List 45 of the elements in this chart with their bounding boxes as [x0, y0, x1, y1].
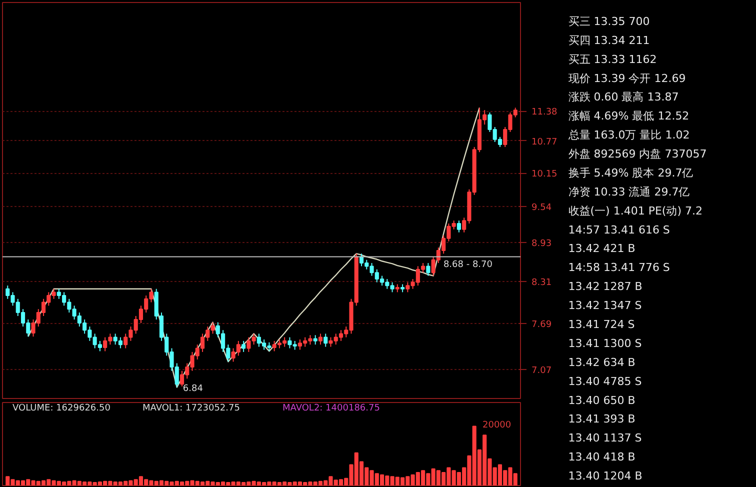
text: 13.40 1137 S — [568, 432, 642, 445]
y-tick-label: 9.54 — [532, 203, 552, 214]
text: 13.42 1287 B — [568, 280, 642, 294]
text: 13.40 650 B — [568, 394, 636, 407]
annotation: 8.68 - 8.70 — [443, 260, 493, 270]
candlestick — [324, 333, 328, 348]
y-tick-label: 10.15 — [532, 170, 558, 180]
text: 外盘 892569 内盘 737057 — [568, 148, 707, 161]
text: 13.42 421 B — [568, 242, 636, 256]
text: 涨跌 0.60 最高 13.87 — [568, 90, 679, 104]
text: 买四 13.34 211 — [568, 34, 650, 47]
text: 收益(一) 1.401 PE(动) 7.2 — [568, 204, 702, 218]
text: VOLUME: 1629626.50 — [12, 404, 111, 414]
text: 13.41 393 B — [568, 412, 636, 426]
text: 现价 13.39 今开 12.69 — [568, 72, 686, 85]
text: 净资 10.33 流通 29.7亿 — [568, 185, 690, 198]
text: 买三 13.35 700 — [568, 14, 650, 28]
text: 涨幅 4.69% 最低 12.52 — [568, 110, 690, 123]
text: 14:58 13.41 776 S — [568, 261, 670, 274]
text: 13.42 1347 S — [568, 299, 642, 312]
text: 13.40 418 B — [568, 450, 636, 464]
candlestick — [242, 340, 246, 352]
text: 换手 5.49% 股本 29.7亿 — [568, 166, 694, 180]
candlestick — [318, 333, 323, 346]
text: 14:57 13.41 616 S — [568, 223, 670, 236]
y-tick-label: 10.77 — [532, 137, 558, 148]
text: 总量 163.0万 量比 1.02 — [567, 128, 690, 142]
text: MAVOL2: 1400186.75 — [282, 404, 380, 414]
annotation: 20000 — [482, 420, 512, 430]
candlestick — [313, 334, 318, 346]
y-tick-label: 8.31 — [532, 278, 552, 288]
y-tick-label: 8.93 — [532, 239, 552, 250]
text: 13.41 724 S — [568, 318, 635, 331]
text: 13.41 1300 S — [568, 336, 642, 350]
candlestick — [456, 220, 461, 233]
text: 13.40 1204 B — [568, 470, 642, 483]
candlestick — [426, 262, 430, 276]
y-tick-label: 7.07 — [532, 366, 552, 376]
annotation: 6.84 — [182, 384, 204, 394]
y-tick-label: 11.38 — [532, 108, 558, 118]
y-tick-label: 7.69 — [532, 320, 552, 330]
text: MAVOL1: 1723052.75 — [142, 404, 240, 414]
text: 买五 13.33 1162 — [568, 52, 657, 66]
text: 13.40 4785 S — [568, 374, 642, 388]
text: 13.42 634 B — [568, 356, 636, 369]
